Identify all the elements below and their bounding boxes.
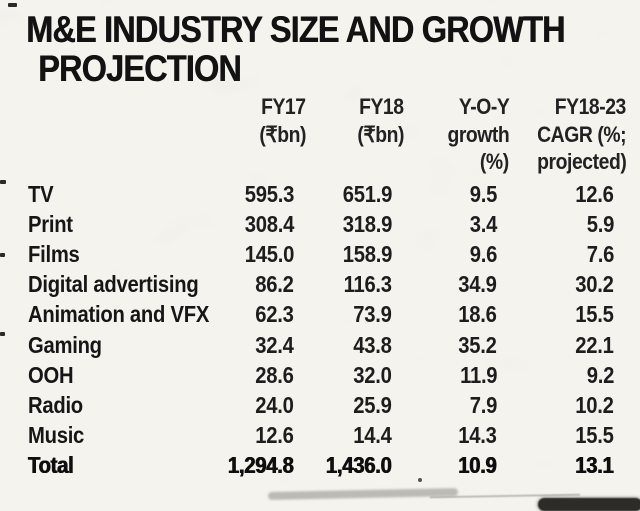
title-line-1: M&E INDUSTRY SIZE AND GROWTH — [26, 9, 565, 50]
table-row: OOH 28.6 32.0 11.9 9.2 — [28, 360, 614, 390]
cell-cagr: 12.6 — [575, 180, 615, 207]
table-row: Animation and VFX 62.3 73.9 18.6 15.5 — [28, 300, 614, 330]
cell-fy17: 145.0 — [244, 240, 295, 267]
cell-cagr: 15.5 — [575, 301, 615, 328]
header-fy17: FY17 (₹bn) — [259, 94, 306, 147]
industry-size-table: FY17 (₹bn) FY18 (₹bn) Y-O-Y growth (%) F… — [28, 93, 627, 481]
cell-cagr-total: 13.1 — [575, 452, 615, 479]
cell-yoy: 34.9 — [458, 271, 498, 298]
header-row: FY17 (₹bn) FY18 (₹bn) Y-O-Y growth (%) F… — [28, 93, 627, 179]
cell-fy17: 62.3 — [255, 301, 295, 328]
cell-yoy: 3.4 — [469, 210, 498, 237]
header-cagr: FY18-23 CAGR (%; projected) — [536, 94, 627, 174]
row-label: Digital advertising — [28, 271, 199, 298]
table-row: Gaming 32.4 43.8 35.2 22.1 — [28, 330, 614, 360]
cell-fy18: 73.9 — [353, 301, 393, 328]
header-yoy-growth: Y-O-Y growth (%) — [447, 94, 509, 174]
row-label: Animation and VFX — [28, 301, 210, 328]
cell-fy18: 651.9 — [342, 180, 393, 207]
table-row: TV 595.3 651.9 9.5 12.6 — [28, 179, 614, 209]
row-label: OOH — [28, 361, 74, 388]
cell-cagr: 30.2 — [575, 271, 615, 298]
scan-smudge-streak — [267, 488, 459, 500]
table-row: Print 308.4 318.9 3.4 5.9 — [28, 209, 614, 239]
scan-speck — [0, 253, 5, 257]
cell-yoy: 7.9 — [469, 391, 498, 418]
scan-speck — [8, 3, 17, 7]
cell-cagr: 10.2 — [575, 391, 615, 418]
scan-speck — [0, 332, 5, 336]
cell-cagr: 22.1 — [575, 331, 615, 358]
cell-yoy: 11.9 — [459, 361, 497, 388]
table-row: Digital advertising 86.2 116.3 34.9 30.2 — [28, 270, 614, 300]
cell-cagr: 15.5 — [575, 422, 615, 449]
cell-fy17: 86.2 — [255, 271, 295, 298]
row-label-total: Total — [28, 452, 74, 479]
cell-fy18: 318.9 — [342, 210, 393, 237]
cell-yoy: 9.5 — [469, 180, 498, 207]
cell-fy17: 28.6 — [255, 361, 295, 388]
cell-yoy: 18.6 — [458, 301, 498, 328]
table-row: Radio 24.0 25.9 7.9 10.2 — [28, 390, 614, 420]
cell-fy18: 158.9 — [342, 240, 393, 267]
cell-fy17: 24.0 — [255, 391, 295, 418]
cell-fy18: 25.9 — [353, 391, 393, 418]
cell-fy17: 595.3 — [244, 180, 295, 207]
cell-yoy: 14.3 — [458, 422, 498, 449]
row-label: Films — [28, 240, 80, 267]
row-label: Radio — [28, 391, 83, 418]
cell-cagr: 5.9 — [586, 210, 615, 237]
row-label: Gaming — [28, 331, 102, 358]
cell-fy17-total: 1,294.8 — [228, 452, 294, 479]
cell-fy18: 14.4 — [353, 422, 393, 449]
cell-fy17: 308.4 — [244, 210, 295, 237]
cell-cagr: 7.6 — [586, 240, 615, 267]
cell-fy17: 12.6 — [255, 422, 295, 449]
cell-fy17: 32.4 — [255, 331, 295, 358]
table-row: Films 145.0 158.9 9.6 7.6 — [28, 239, 614, 269]
cell-fy18: 116.3 — [343, 271, 392, 298]
scan-ink-blob — [538, 498, 640, 511]
cell-cagr: 9.2 — [586, 361, 615, 388]
cell-yoy: 35.2 — [458, 331, 498, 358]
cell-fy18: 43.8 — [353, 331, 393, 358]
row-label: TV — [28, 180, 54, 207]
title-line-2: PROJECTION — [38, 48, 242, 89]
cell-fy18: 32.0 — [353, 361, 393, 388]
page-title: M&E INDUSTRY SIZE AND GROWTH PROJECTION — [26, 10, 638, 88]
table-row: Music 12.6 14.4 14.3 15.5 — [28, 421, 614, 451]
scan-smudge-line — [429, 493, 581, 499]
cell-fy18-total: 1,436.0 — [326, 452, 392, 479]
cell-yoy-total: 10.9 — [458, 452, 498, 479]
header-segment — [28, 93, 190, 179]
scan-speck — [0, 180, 6, 184]
cell-yoy: 9.6 — [469, 240, 498, 267]
row-label: Music — [28, 422, 85, 449]
table-body: TV 595.3 651.9 9.5 12.6 Print 308.4 318.… — [28, 179, 614, 481]
header-fy18: FY18 (₹bn) — [357, 94, 404, 147]
table-row-total: Total 1,294.8 1,436.0 10.9 13.1 — [28, 451, 614, 481]
row-label: Print — [28, 210, 73, 237]
table-header: FY17 (₹bn) FY18 (₹bn) Y-O-Y growth (%) F… — [28, 93, 627, 179]
